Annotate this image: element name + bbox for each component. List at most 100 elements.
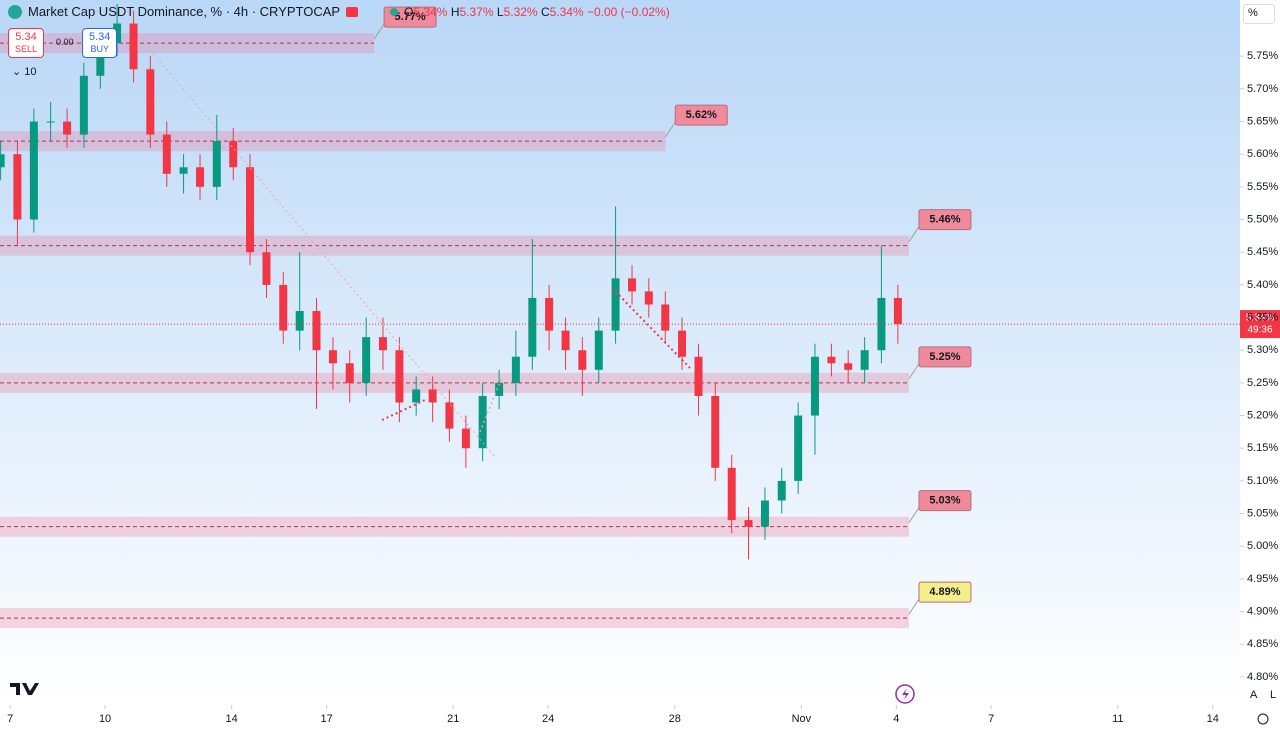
x-tick-label: 14 [226,713,238,725]
indicators-toggle[interactable]: ⌄ 10 [12,66,37,78]
candle-body [428,389,437,403]
price-axis [1240,0,1280,733]
level-label: 5.62% [686,109,717,121]
candle-body [312,311,321,351]
x-tick-label: 7 [988,713,994,725]
y-tick-label: 4.80% [1247,671,1278,683]
auto-button[interactable]: A [1246,687,1262,703]
candle-body [628,278,637,292]
candle-body [794,415,803,481]
candle-body [810,356,819,416]
y-tick-label: 5.30% [1247,344,1278,356]
x-tick-label: 17 [320,713,332,725]
x-tick-label: 14 [1207,713,1219,725]
x-tick-label: 10 [99,713,111,725]
y-tick-label: 5.15% [1247,442,1278,454]
ohlc: O5.34% H5.37% L5.32% C5.34% −0.00 (−0.02… [404,5,670,19]
candle-body [295,311,304,331]
candle-body [594,330,603,370]
candle-body [113,23,122,44]
level-zone [0,608,909,629]
level-label: 5.03% [929,495,960,507]
countdown: 49:36 [1247,325,1272,336]
y-tick-label: 4.90% [1247,605,1278,617]
y-tick-label: 5.45% [1247,246,1278,258]
candle-body [694,356,703,396]
level-zone [0,235,909,256]
settings-icon[interactable] [1257,713,1269,725]
y-tick-label: 5.25% [1247,377,1278,389]
ohlc-value: 5.32% [503,4,538,19]
y-tick-label: 5.20% [1247,409,1278,421]
y-tick-label: 5.35% [1247,311,1278,323]
buy-label: BUY [90,44,109,54]
candle-body [79,75,88,135]
candle-body [661,304,670,331]
level-label-box [918,581,972,603]
trend-line [149,49,496,458]
y-tick-label: 5.40% [1247,279,1278,291]
candle-body [678,330,687,357]
candle-body [146,69,155,135]
y-tick-label: 5.60% [1247,148,1278,160]
level-label: 5.25% [929,351,960,363]
candle-body [96,43,105,76]
ohlc-value: 5.34% [413,4,448,19]
candle-body [893,297,902,325]
y-tick-label: 5.00% [1247,540,1278,552]
event-bolt [902,688,909,700]
candle-body [345,363,354,383]
level-zone [0,372,909,393]
candle-body [478,395,487,449]
candle-body [727,467,736,521]
candle-body [378,337,387,351]
candle-body [511,356,520,383]
candle-body [412,389,421,403]
level-label-box [918,346,972,368]
ohlc-label: L [496,4,504,19]
x-tick-label: 24 [542,713,554,725]
y-tick-label: 5.05% [1247,507,1278,519]
x-tick-label: 21 [447,713,459,725]
sell-button[interactable]: 5.34 SELL [8,28,45,58]
x-tick-label: 7 [7,713,13,725]
ohlc-value: 5.34% [549,4,584,19]
candle-body [262,252,271,285]
level-label-box [674,104,728,126]
last-price-label: 5.34% [1246,313,1274,324]
candle-body [545,297,554,331]
level-label: 5.77% [394,11,425,23]
candle-body [246,167,255,253]
time-axis [0,705,1240,733]
candle-body [528,297,537,357]
sell-price: 5.34 [15,31,37,43]
sell-label: SELL [15,44,38,54]
candle-body [362,337,371,383]
x-tick-label: Nov [792,713,812,725]
candle-body [860,350,869,370]
ohlc-label: H [450,4,460,19]
candle-body [760,500,769,527]
candle-body [445,402,454,429]
level-label-box [918,490,972,512]
y-tick-label: 5.70% [1247,83,1278,95]
y-tick-label: 5.65% [1247,115,1278,127]
y-tick-label: 4.85% [1247,638,1278,650]
ohlc-value: 5.37% [459,4,494,19]
log-button[interactable]: L [1266,687,1280,703]
candle-body [196,167,205,187]
candle-body [229,141,238,168]
buy-button[interactable]: 5.34 BUY [82,28,118,58]
candle-body [644,291,653,305]
ohlc-label: O [404,4,414,19]
candle-body [877,297,886,351]
indicator-count: 10 [24,66,37,78]
symbol-title: Market Cap USDT Dominance, % · 4h · CRYP… [28,4,341,19]
candle-body [561,330,570,351]
candle-body [46,121,55,123]
percent-button[interactable]: % [1243,4,1275,24]
flag[interactable] [346,6,359,17]
trend-line [611,287,691,369]
